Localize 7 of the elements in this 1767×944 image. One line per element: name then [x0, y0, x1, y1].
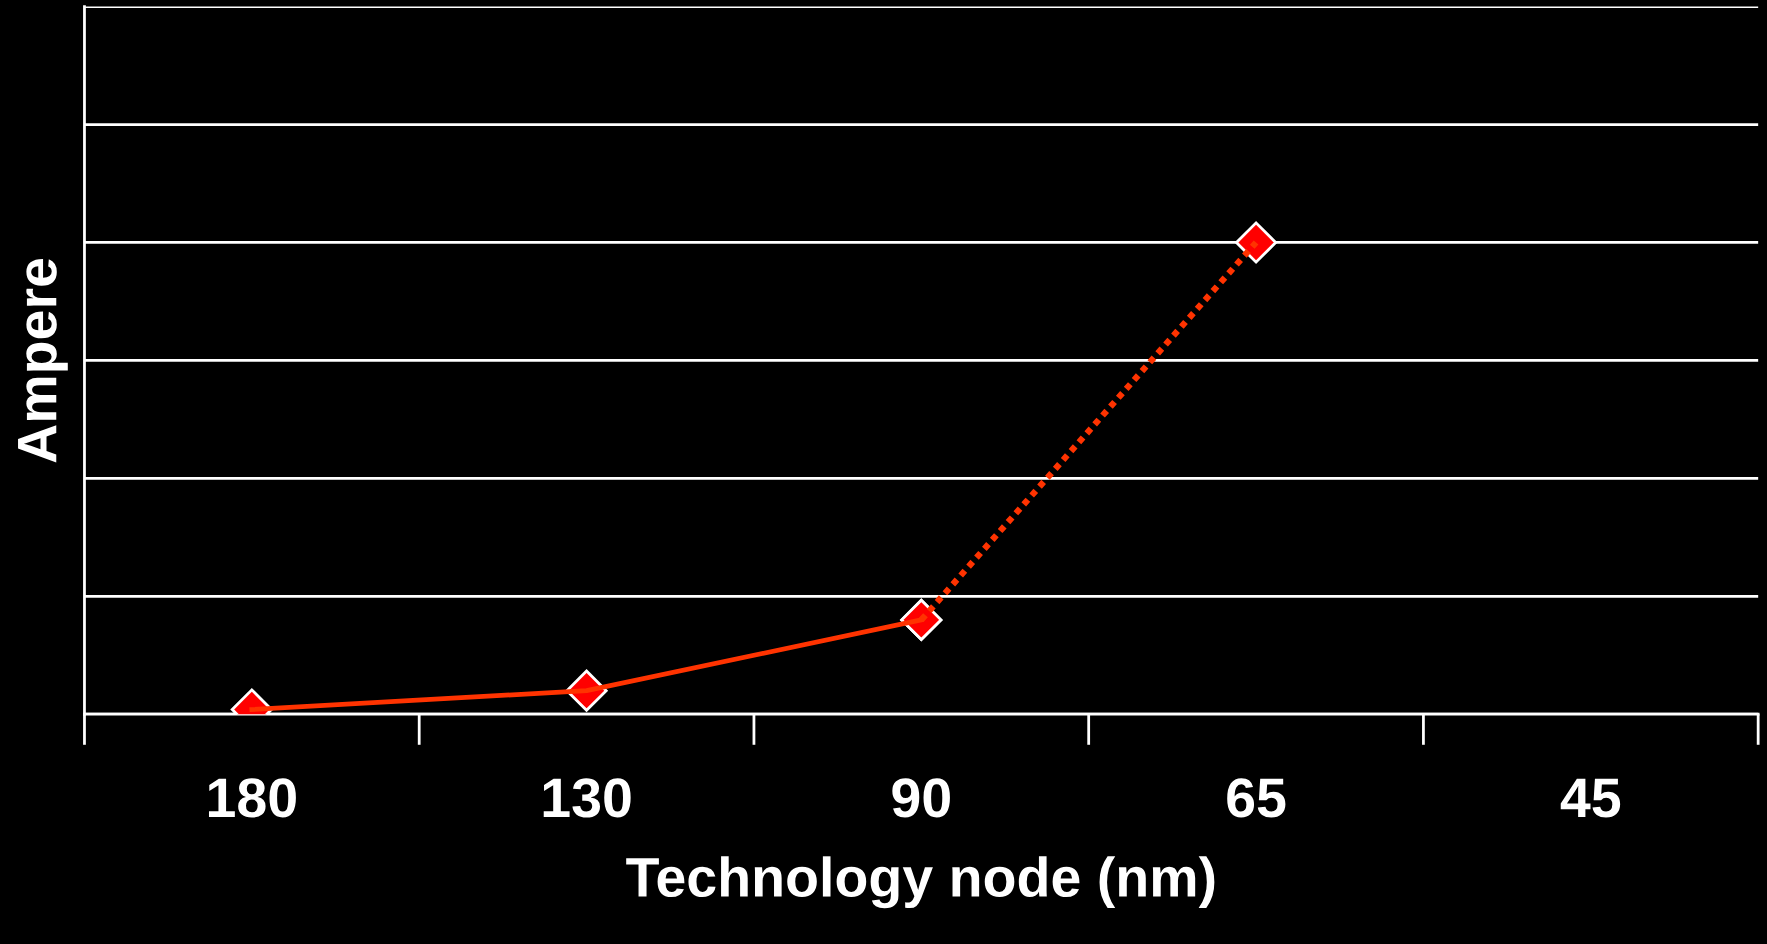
x-tick-label: 65 [1227, 778, 1286, 818]
x-tick-label: 45 [1560, 778, 1621, 818]
x-axis-title: Technology node (nm) [626, 856, 1215, 909]
x-tick-label: 180 [208, 778, 296, 818]
x-tick-label: 90 [892, 778, 950, 818]
x-tick-label: 130 [543, 778, 631, 818]
y-axis-title: Ampere [18, 258, 68, 463]
